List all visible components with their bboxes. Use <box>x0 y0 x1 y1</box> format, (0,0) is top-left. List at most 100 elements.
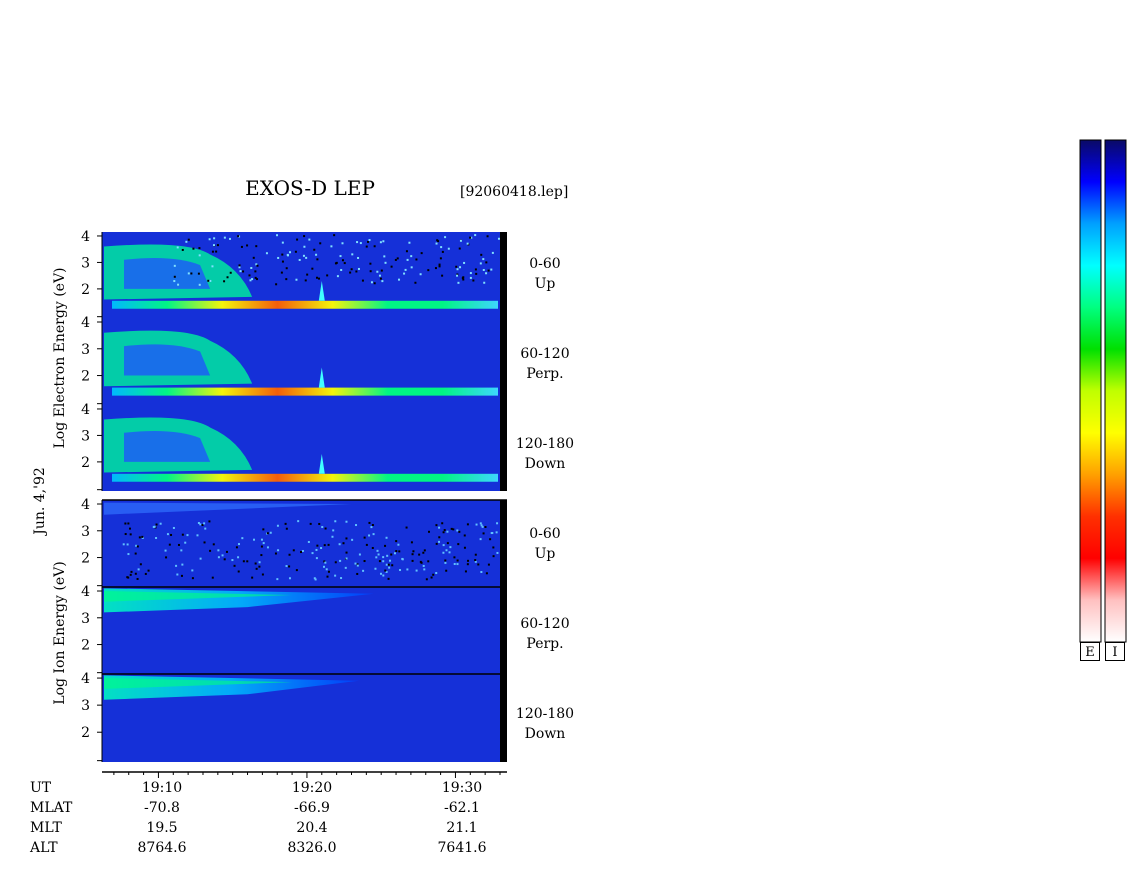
noise-speck <box>168 543 171 546</box>
noise-speck <box>487 563 490 566</box>
electron-energy-ylabel: Log Electron Energy (eV) <box>52 267 68 449</box>
noise-speck <box>255 567 258 570</box>
noise-speck <box>455 265 458 268</box>
electron-low-energy-band <box>112 473 498 482</box>
noise-speck <box>177 543 180 546</box>
noise-speck <box>459 239 462 242</box>
noise-speck <box>124 533 127 536</box>
noise-speck <box>265 252 268 255</box>
noise-speck <box>379 277 382 280</box>
mlat-value: -66.9 <box>294 800 330 816</box>
noise-speck <box>398 550 401 553</box>
noise-speck <box>363 536 366 539</box>
noise-speck <box>139 563 142 566</box>
noise-speck <box>446 542 449 545</box>
noise-speck <box>410 541 413 544</box>
noise-speck <box>339 255 342 258</box>
noise-speck <box>411 553 414 556</box>
noise-speck <box>122 543 125 546</box>
noise-speck <box>463 534 466 537</box>
noise-speck <box>410 266 413 269</box>
noise-speck <box>129 533 132 536</box>
noise-speck <box>472 279 475 282</box>
noise-speck <box>301 549 304 552</box>
y-tick-label: 4 <box>81 671 90 687</box>
noise-speck <box>185 240 188 243</box>
noise-speck <box>434 267 437 270</box>
noise-speck <box>373 282 376 285</box>
noise-speck <box>385 570 388 573</box>
noise-speck <box>456 268 459 271</box>
noise-speck <box>457 281 460 284</box>
noise-speck <box>173 280 176 283</box>
noise-speck <box>141 536 144 539</box>
noise-speck <box>136 577 139 580</box>
noise-speck <box>485 272 488 275</box>
noise-speck <box>474 553 477 556</box>
noise-speck <box>368 521 371 524</box>
noise-speck <box>355 270 358 273</box>
noise-speck <box>288 577 291 580</box>
noise-speck <box>326 575 329 578</box>
y-tick-label: 3 <box>81 342 90 358</box>
noise-speck <box>440 246 443 249</box>
noise-speck <box>339 559 342 562</box>
noise-speck <box>238 543 241 546</box>
noise-speck <box>315 253 318 256</box>
noise-speck <box>187 238 190 241</box>
noise-speck <box>356 241 359 244</box>
noise-speck <box>345 520 348 523</box>
noise-speck <box>313 248 316 251</box>
noise-speck <box>491 251 494 254</box>
electron-inner-region <box>124 258 211 289</box>
noise-speck <box>128 527 131 530</box>
noise-speck <box>141 535 144 538</box>
noise-speck <box>377 553 380 556</box>
noise-speck <box>304 279 307 282</box>
noise-speck <box>321 526 324 529</box>
panel-label-i-perp: 60-120 Perp. <box>510 614 580 654</box>
noise-speck <box>239 270 242 273</box>
noise-speck <box>311 267 314 270</box>
noise-speck <box>387 563 390 566</box>
noise-speck <box>441 250 444 253</box>
noise-speck <box>266 532 269 535</box>
noise-speck <box>164 549 167 552</box>
noise-speck <box>406 258 409 261</box>
noise-speck <box>192 247 195 250</box>
noise-speck <box>207 279 210 282</box>
noise-speck <box>260 545 263 548</box>
noise-speck <box>384 544 387 547</box>
noise-speck <box>486 235 489 238</box>
noise-speck <box>248 274 251 277</box>
noise-speck <box>388 566 391 569</box>
noise-speck <box>405 250 408 253</box>
noise-speck <box>124 522 127 525</box>
noise-speck <box>173 275 176 278</box>
noise-speck <box>341 259 344 262</box>
noise-speck <box>432 573 435 576</box>
noise-speck <box>466 563 469 566</box>
noise-speck <box>463 546 466 549</box>
y-tick-label: 3 <box>81 698 90 714</box>
noise-speck <box>292 549 295 552</box>
noise-speck <box>381 280 384 283</box>
noise-speck <box>316 258 319 261</box>
ut-value: 19:20 <box>291 780 333 796</box>
noise-speck <box>427 269 430 272</box>
noise-speck <box>395 540 398 543</box>
noise-speck <box>309 522 312 525</box>
noise-speck <box>365 543 368 546</box>
noise-speck <box>447 247 450 250</box>
noise-speck <box>277 256 280 259</box>
noise-speck <box>371 524 374 527</box>
noise-speck <box>281 253 284 256</box>
panel-angle: 0-60 <box>529 526 561 542</box>
alt-value: 8326.0 <box>287 840 337 856</box>
noise-speck <box>237 235 240 238</box>
noise-speck <box>256 264 259 267</box>
noise-speck <box>277 549 280 552</box>
noise-speck <box>482 532 485 535</box>
noise-speck <box>235 546 238 549</box>
noise-speck <box>485 261 488 264</box>
